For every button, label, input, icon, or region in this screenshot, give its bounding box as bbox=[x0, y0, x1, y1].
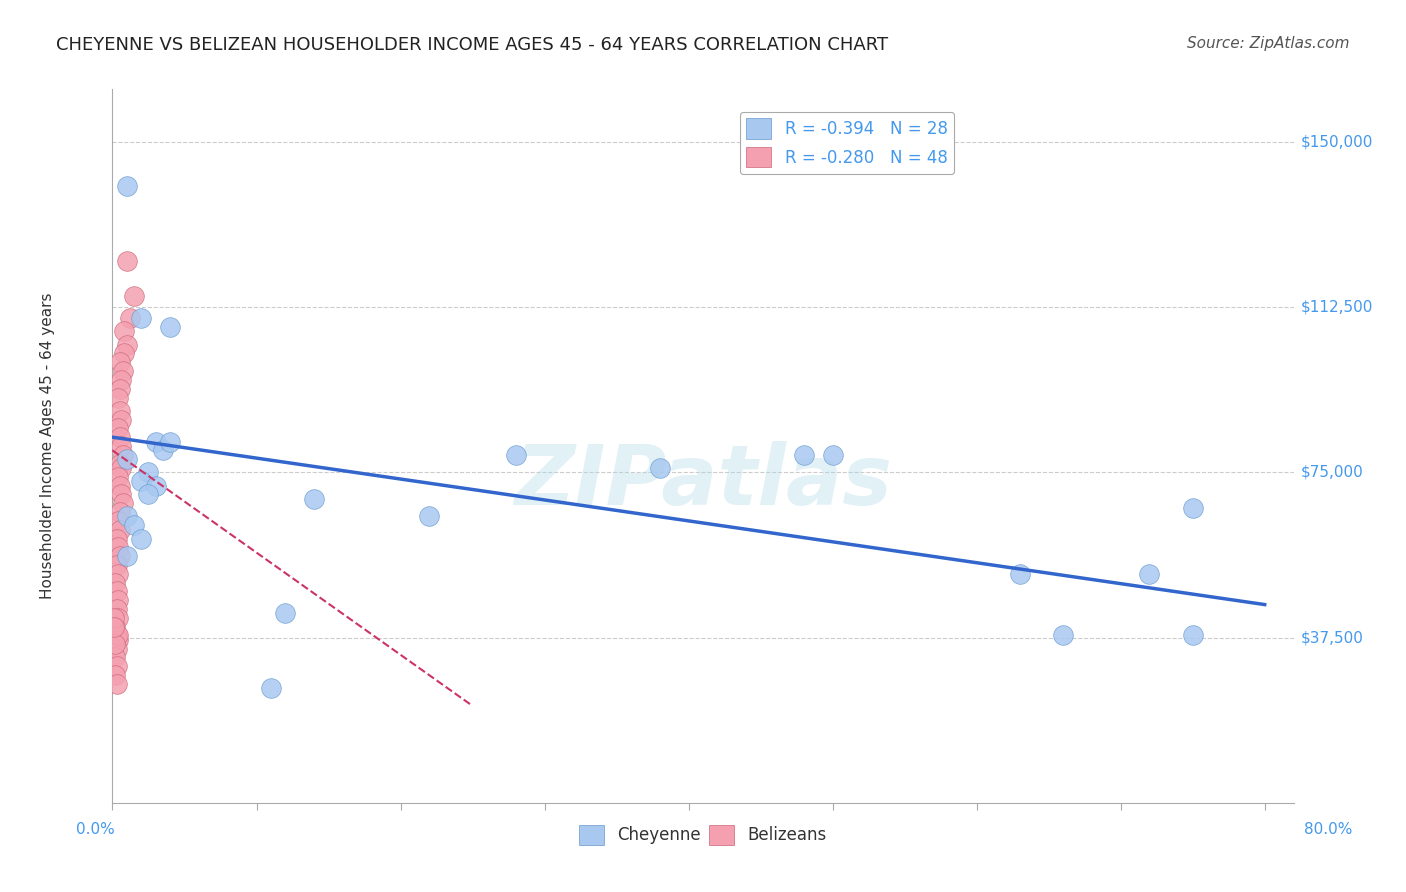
Point bbox=[108, 382, 131, 396]
Point bbox=[274, 607, 297, 621]
Point bbox=[105, 602, 128, 616]
Point bbox=[110, 461, 132, 475]
Point bbox=[110, 412, 132, 426]
Point bbox=[138, 487, 160, 501]
Point bbox=[107, 593, 129, 607]
Text: $150,000: $150,000 bbox=[1301, 135, 1374, 150]
Point bbox=[108, 549, 131, 563]
Point bbox=[105, 628, 128, 642]
Point bbox=[1008, 566, 1031, 581]
Point bbox=[105, 584, 128, 599]
Point bbox=[115, 179, 138, 194]
Legend: Cheyenne, Belizeans: Cheyenne, Belizeans bbox=[572, 818, 834, 852]
Point bbox=[152, 443, 174, 458]
Text: $112,500: $112,500 bbox=[1301, 300, 1374, 315]
Point bbox=[105, 641, 128, 656]
Point bbox=[110, 373, 132, 387]
Point bbox=[118, 311, 141, 326]
Point bbox=[111, 496, 134, 510]
Point bbox=[115, 509, 138, 524]
Point bbox=[107, 514, 129, 528]
Point bbox=[145, 478, 167, 492]
Point bbox=[115, 254, 138, 268]
Point bbox=[159, 320, 181, 334]
Point bbox=[418, 509, 440, 524]
Text: 0.0%: 0.0% bbox=[76, 822, 115, 837]
Point bbox=[105, 659, 128, 673]
Text: 80.0%: 80.0% bbox=[1305, 822, 1353, 837]
Point bbox=[122, 518, 145, 533]
Point bbox=[129, 475, 152, 489]
Point bbox=[1181, 628, 1204, 642]
Point bbox=[159, 434, 181, 449]
Point bbox=[115, 549, 138, 563]
Point bbox=[107, 421, 129, 435]
Point bbox=[105, 677, 128, 691]
Point bbox=[260, 681, 283, 696]
Point bbox=[505, 448, 527, 462]
Point bbox=[793, 448, 815, 462]
Point bbox=[103, 611, 125, 625]
Point bbox=[105, 558, 128, 572]
Text: $75,000: $75,000 bbox=[1301, 465, 1364, 480]
Point bbox=[1052, 628, 1074, 642]
Text: CHEYENNE VS BELIZEAN HOUSEHOLDER INCOME AGES 45 - 64 YEARS CORRELATION CHART: CHEYENNE VS BELIZEAN HOUSEHOLDER INCOME … bbox=[56, 36, 889, 54]
Point bbox=[107, 632, 129, 647]
Point bbox=[107, 470, 129, 484]
Point bbox=[107, 566, 129, 581]
Point bbox=[108, 523, 131, 537]
Point bbox=[104, 650, 127, 665]
Point bbox=[110, 487, 132, 501]
Point bbox=[138, 466, 160, 480]
Point bbox=[108, 505, 131, 519]
Point bbox=[145, 434, 167, 449]
Text: $37,500: $37,500 bbox=[1301, 630, 1364, 645]
Point bbox=[104, 575, 127, 590]
Point bbox=[302, 491, 325, 506]
Text: ZIPatlas: ZIPatlas bbox=[515, 442, 891, 522]
Point bbox=[111, 448, 134, 462]
Point bbox=[115, 337, 138, 351]
Point bbox=[110, 439, 132, 453]
Point bbox=[108, 403, 131, 417]
Point bbox=[107, 541, 129, 555]
Point bbox=[104, 668, 127, 682]
Point bbox=[107, 611, 129, 625]
Point bbox=[129, 311, 152, 326]
Point bbox=[108, 457, 131, 471]
Point bbox=[1181, 500, 1204, 515]
Point bbox=[122, 289, 145, 303]
Point bbox=[107, 391, 129, 405]
Point bbox=[104, 619, 127, 633]
Point bbox=[115, 452, 138, 467]
Point bbox=[108, 430, 131, 444]
Point bbox=[108, 355, 131, 369]
Point bbox=[112, 325, 135, 339]
Point bbox=[129, 532, 152, 546]
Point bbox=[105, 532, 128, 546]
Point bbox=[108, 478, 131, 492]
Point bbox=[104, 637, 127, 651]
Point bbox=[821, 448, 844, 462]
Point bbox=[648, 461, 671, 475]
Point bbox=[103, 619, 125, 633]
Point bbox=[112, 346, 135, 360]
Point bbox=[111, 364, 134, 378]
Point bbox=[107, 628, 129, 642]
Point bbox=[1139, 566, 1161, 581]
Text: Source: ZipAtlas.com: Source: ZipAtlas.com bbox=[1187, 36, 1350, 51]
Text: Householder Income Ages 45 - 64 years: Householder Income Ages 45 - 64 years bbox=[39, 293, 55, 599]
